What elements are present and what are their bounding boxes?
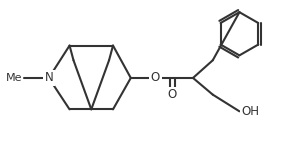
Text: N: N <box>44 71 53 84</box>
Text: Me: Me <box>6 73 22 83</box>
Text: OH: OH <box>241 105 259 118</box>
Text: O: O <box>168 88 177 101</box>
Text: O: O <box>151 71 160 84</box>
